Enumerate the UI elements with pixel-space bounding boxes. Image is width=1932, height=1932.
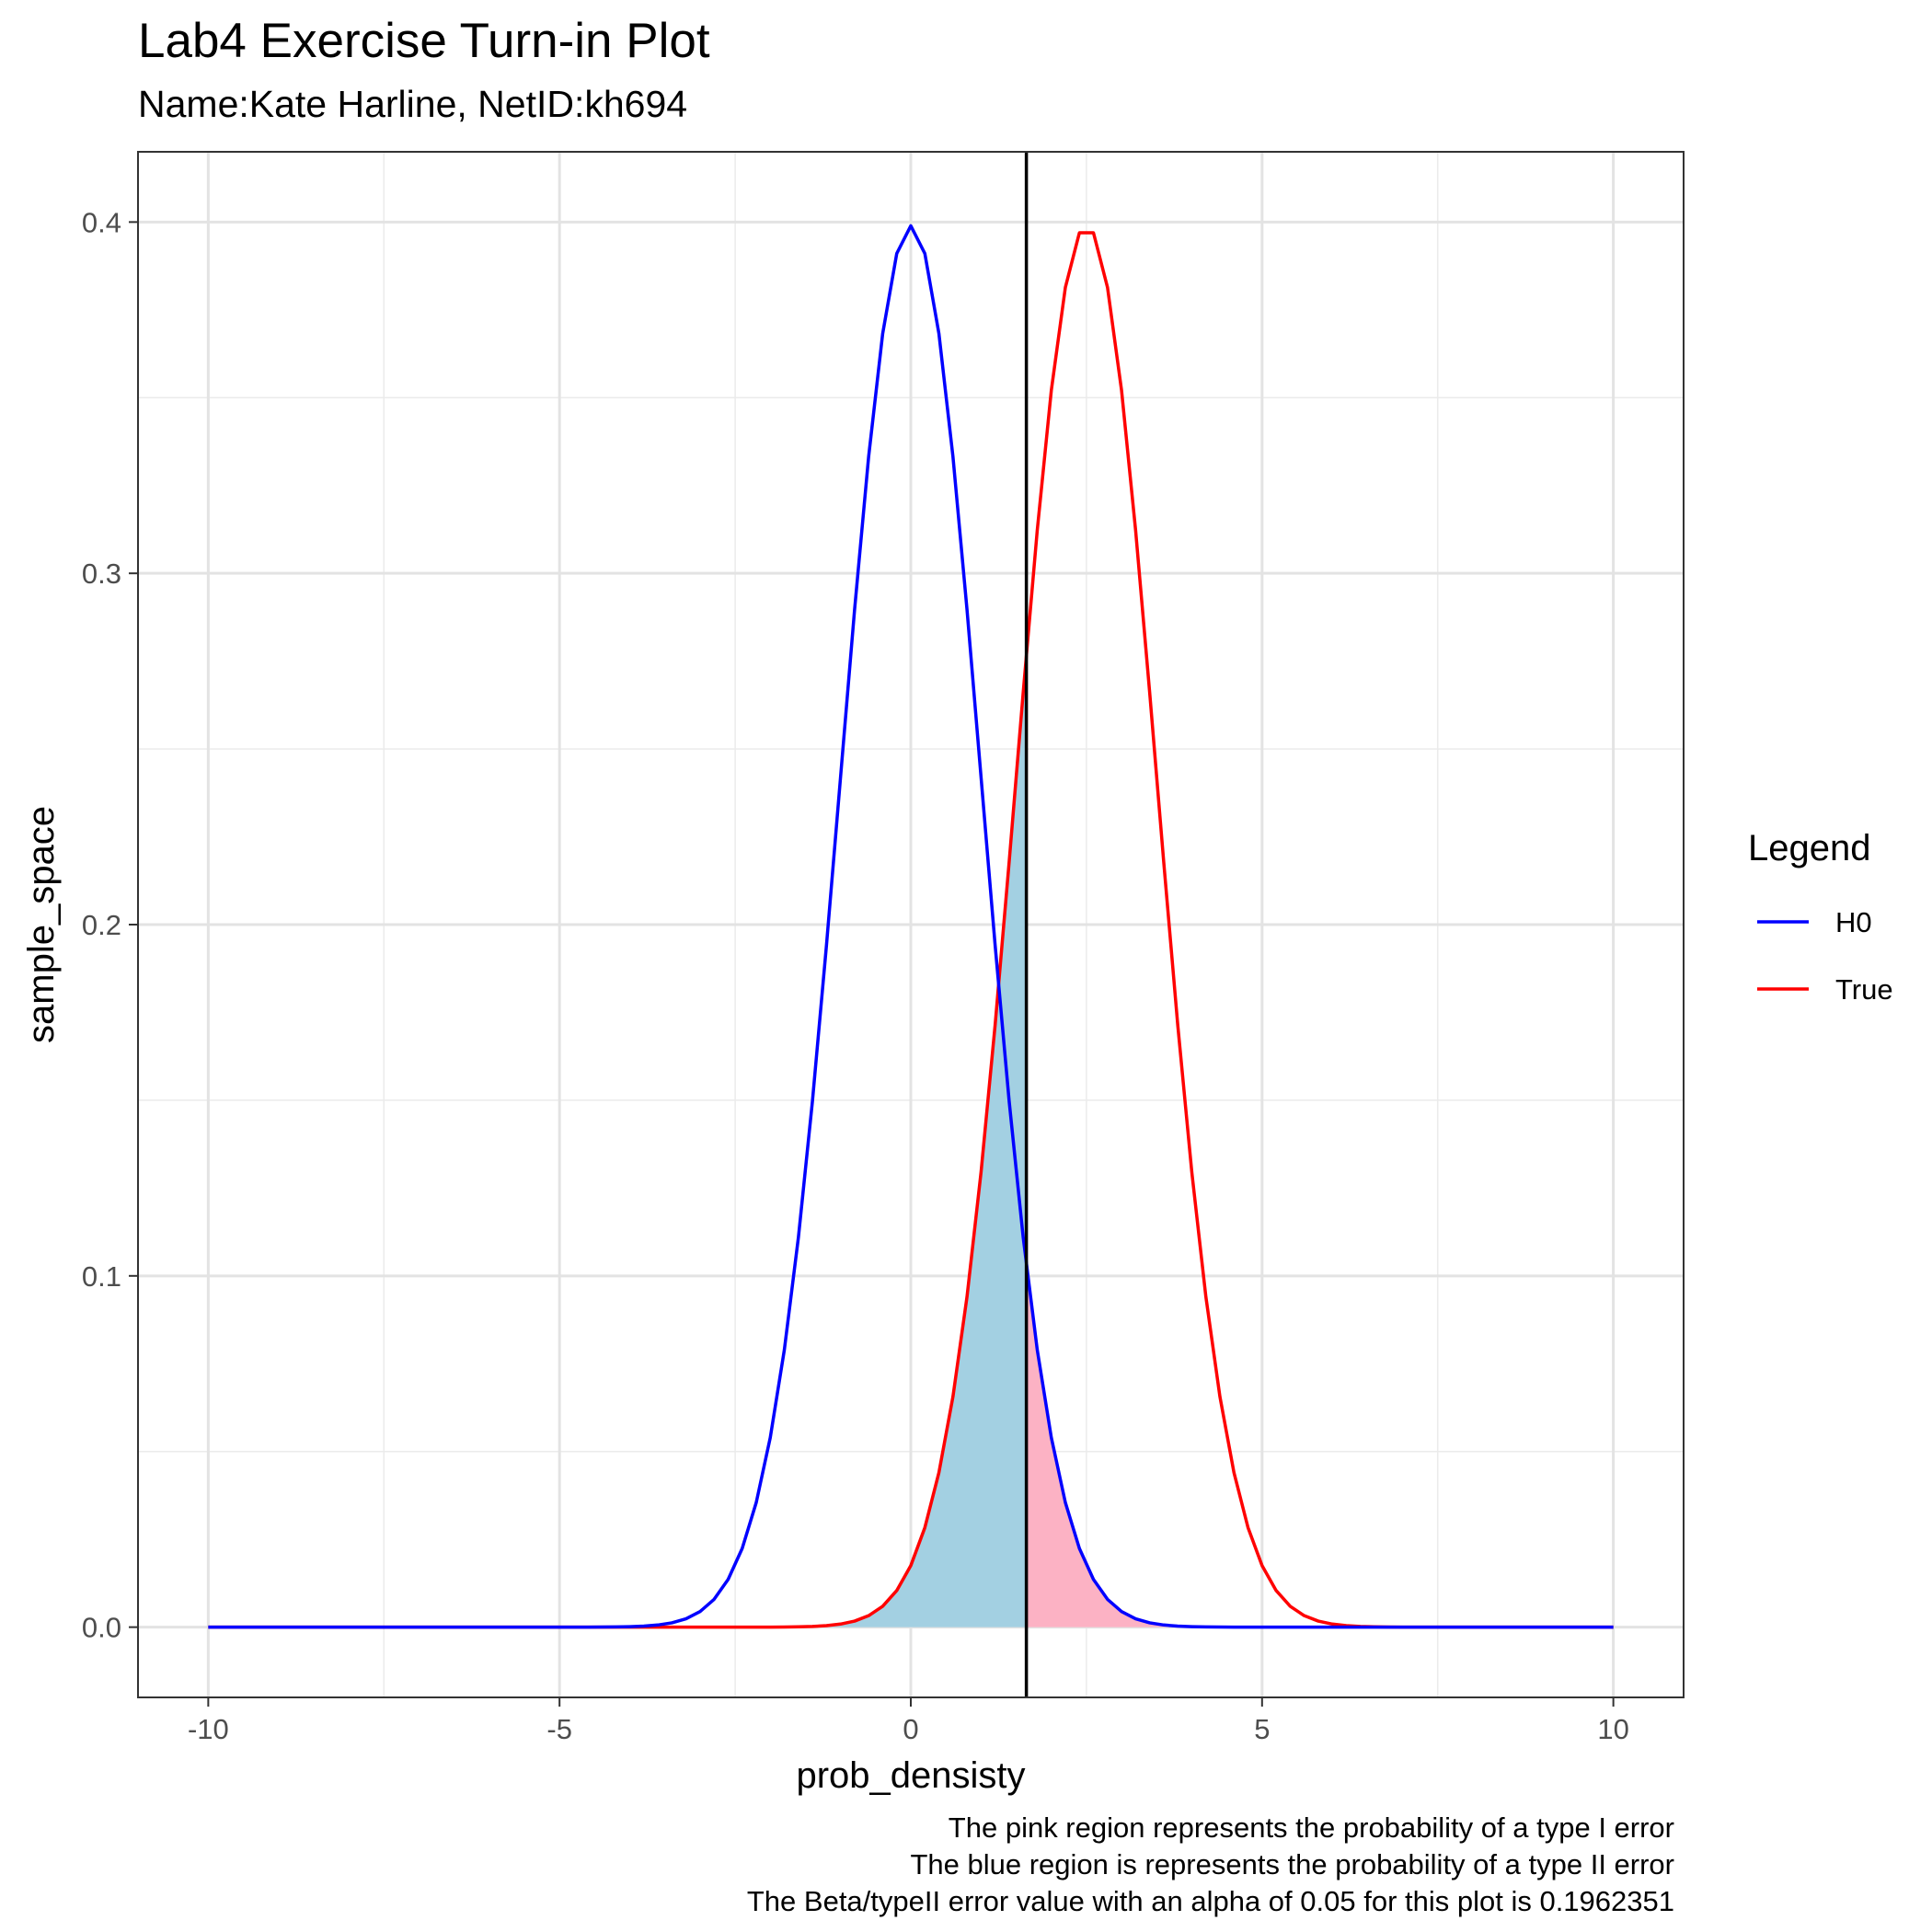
caption-line-3: The Beta/typeII error value with an alph… bbox=[747, 1885, 1674, 1917]
y-axis: 0.0 0.1 0.2 0.3 0.4 bbox=[82, 206, 138, 1644]
x-tick-label: -10 bbox=[188, 1713, 229, 1745]
legend-label-h0: H0 bbox=[1835, 906, 1872, 938]
type-ii-region bbox=[208, 654, 1027, 1627]
x-axis-title: prob_densisty bbox=[796, 1755, 1025, 1796]
y-tick-label: 0.0 bbox=[82, 1612, 121, 1644]
y-axis-title: sample_space bbox=[21, 806, 62, 1043]
chart-title: Lab4 Exercise Turn-in Plot bbox=[138, 14, 710, 68]
caption-line-1: The pink region represents the probabili… bbox=[949, 1811, 1674, 1844]
shaded-regions bbox=[208, 654, 1614, 1627]
legend: Legend H0 True bbox=[1748, 828, 1893, 1006]
x-tick-label: 0 bbox=[903, 1713, 918, 1745]
series-lines bbox=[208, 224, 1614, 1629]
chart-subtitle: Name:Kate Harline, NetID:kh694 bbox=[138, 83, 688, 125]
series-line-h0 bbox=[208, 224, 1614, 1629]
x-axis: -10 -5 0 5 10 bbox=[188, 1697, 1629, 1745]
x-tick-label: 5 bbox=[1254, 1713, 1270, 1745]
y-tick-label: 0.3 bbox=[82, 558, 121, 590]
type-i-region bbox=[1026, 1264, 1614, 1627]
caption: The pink region represents the probabili… bbox=[747, 1811, 1674, 1917]
y-tick-label: 0.1 bbox=[82, 1260, 121, 1293]
legend-label-true: True bbox=[1835, 973, 1893, 1006]
caption-line-2: The blue region is represents the probab… bbox=[910, 1848, 1674, 1880]
legend-title: Legend bbox=[1748, 828, 1870, 868]
x-tick-label: -5 bbox=[546, 1713, 572, 1745]
x-tick-label: 10 bbox=[1597, 1713, 1628, 1745]
y-tick-label: 0.4 bbox=[82, 206, 121, 238]
y-tick-label: 0.2 bbox=[82, 909, 121, 941]
